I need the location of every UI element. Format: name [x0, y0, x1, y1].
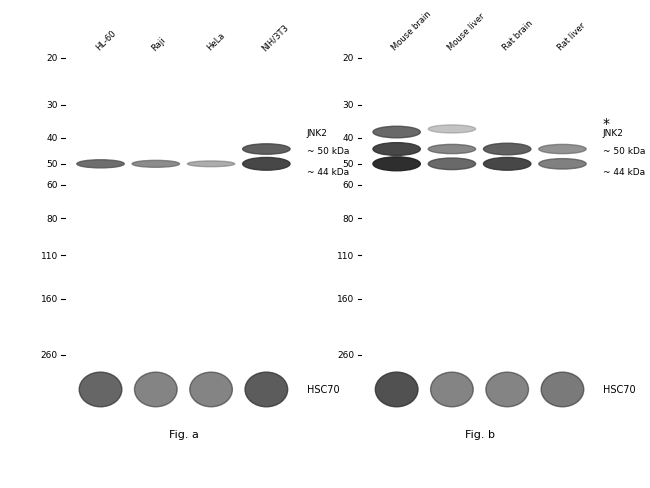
- Text: Rat liver: Rat liver: [556, 21, 588, 53]
- Text: 40: 40: [47, 134, 58, 143]
- Text: JNK2: JNK2: [307, 129, 328, 138]
- Ellipse shape: [486, 372, 528, 407]
- Text: ~ 44 kDa: ~ 44 kDa: [603, 167, 645, 176]
- Text: 30: 30: [343, 101, 354, 110]
- Ellipse shape: [373, 127, 421, 139]
- Ellipse shape: [79, 372, 122, 407]
- Text: Mouse liver: Mouse liver: [445, 12, 486, 53]
- Text: ~ 50 kDa: ~ 50 kDa: [307, 147, 349, 156]
- Ellipse shape: [135, 372, 177, 407]
- Text: 50: 50: [46, 160, 58, 169]
- Text: JNK2: JNK2: [603, 129, 623, 138]
- Text: *: *: [603, 116, 610, 130]
- Ellipse shape: [539, 159, 586, 170]
- Ellipse shape: [428, 125, 476, 134]
- Ellipse shape: [541, 372, 584, 407]
- Ellipse shape: [373, 143, 421, 156]
- Text: 50: 50: [343, 160, 354, 169]
- Ellipse shape: [430, 372, 473, 407]
- Ellipse shape: [428, 145, 476, 154]
- Ellipse shape: [484, 144, 531, 156]
- Ellipse shape: [373, 158, 421, 171]
- Ellipse shape: [245, 372, 288, 407]
- Text: 60: 60: [46, 181, 58, 190]
- Text: 20: 20: [343, 54, 354, 63]
- Text: 60: 60: [343, 181, 354, 190]
- Text: ~ 44 kDa: ~ 44 kDa: [307, 167, 349, 176]
- Text: 30: 30: [46, 101, 58, 110]
- Text: Rat brain: Rat brain: [501, 19, 534, 53]
- Text: 40: 40: [343, 134, 354, 143]
- Text: 80: 80: [46, 214, 58, 224]
- Text: ~ 50 kDa: ~ 50 kDa: [603, 147, 645, 156]
- Text: HeLa: HeLa: [205, 31, 226, 53]
- Text: NIH/3T3: NIH/3T3: [260, 22, 291, 53]
- Ellipse shape: [242, 158, 290, 171]
- Text: HL-60: HL-60: [94, 29, 118, 53]
- Ellipse shape: [375, 372, 418, 407]
- Text: 160: 160: [41, 294, 58, 304]
- Ellipse shape: [242, 144, 290, 155]
- Text: 110: 110: [337, 251, 354, 260]
- Text: 160: 160: [337, 294, 354, 304]
- Text: 260: 260: [41, 350, 58, 360]
- Text: Raji: Raji: [150, 35, 167, 53]
- Ellipse shape: [539, 145, 586, 154]
- Text: Fig. b: Fig. b: [465, 429, 495, 439]
- Text: 80: 80: [343, 214, 354, 224]
- Text: 110: 110: [41, 251, 58, 260]
- Text: Fig. a: Fig. a: [168, 429, 198, 439]
- Ellipse shape: [484, 158, 531, 171]
- Ellipse shape: [428, 159, 476, 170]
- Text: 20: 20: [47, 54, 58, 63]
- Ellipse shape: [187, 162, 235, 167]
- Text: HSC70: HSC70: [603, 385, 635, 395]
- Text: HSC70: HSC70: [307, 385, 339, 395]
- Ellipse shape: [132, 161, 179, 168]
- Text: 260: 260: [337, 350, 354, 360]
- Text: Mouse brain: Mouse brain: [390, 10, 434, 53]
- Ellipse shape: [77, 161, 124, 168]
- Ellipse shape: [190, 372, 233, 407]
